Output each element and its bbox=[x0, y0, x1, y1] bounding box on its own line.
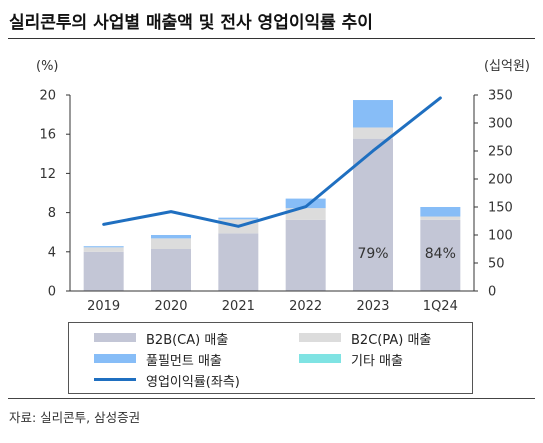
left-tick-label: 16 bbox=[39, 128, 56, 143]
bar-segment bbox=[285, 198, 326, 209]
left-tick-label: 4 bbox=[48, 245, 56, 260]
x-tick-label: 2022 bbox=[289, 299, 322, 314]
left-axis-unit: (%) bbox=[36, 59, 59, 74]
share-annotation: 79% bbox=[357, 246, 388, 262]
right-tick-label: 50 bbox=[488, 257, 505, 272]
right-axis-unit: (십억원) bbox=[484, 59, 530, 74]
bar-segment bbox=[420, 216, 461, 220]
x-tick-label: 2023 bbox=[356, 299, 389, 314]
chart-legend: B2B(CA) 매출 B2C(PA) 매출 풀필먼트 매출 기타 매출 영업이익… bbox=[68, 322, 473, 394]
bar-segment bbox=[83, 247, 124, 252]
legend-label-fulfillment: 풀필먼트 매출 bbox=[146, 354, 222, 369]
x-tick-label: 2019 bbox=[87, 299, 120, 314]
right-tick-label: 100 bbox=[488, 229, 513, 244]
bar-segment bbox=[151, 238, 191, 249]
bar-segment bbox=[420, 219, 461, 291]
x-tick-label: 1Q24 bbox=[423, 299, 458, 314]
source-note: 자료: 실리콘투, 삼성증권 bbox=[9, 410, 141, 425]
bar-segment bbox=[353, 100, 393, 128]
right-tick-label: 200 bbox=[488, 173, 513, 188]
chart-title: 실리콘투의 사업별 매출액 및 전사 영업이익률 추이 bbox=[9, 13, 373, 33]
right-tick-label: 0 bbox=[488, 285, 496, 300]
legend-swatch-b2c bbox=[299, 333, 341, 342]
legend-label-b2c: B2C(PA) 매출 bbox=[351, 333, 432, 348]
left-tick-label: 20 bbox=[39, 89, 56, 104]
bar-segment bbox=[83, 251, 124, 291]
right-tick-label: 150 bbox=[488, 201, 513, 216]
left-tick-label: 12 bbox=[39, 167, 56, 182]
legend-swatch-fulfillment bbox=[94, 354, 136, 363]
legend-label-other: 기타 매출 bbox=[351, 354, 403, 369]
revenue-margin-chart: (%) (십억원)04812162005010015020025030035020… bbox=[36, 59, 530, 314]
right-tick-label: 350 bbox=[488, 89, 513, 104]
legend-swatch-other bbox=[299, 354, 341, 363]
bar-segment bbox=[218, 217, 259, 220]
x-tick-label: 2021 bbox=[222, 299, 255, 314]
bar-segment bbox=[83, 246, 124, 248]
right-tick-label: 300 bbox=[488, 117, 513, 132]
op-margin-line bbox=[102, 96, 442, 228]
title-divider bbox=[8, 38, 535, 39]
bar-segment bbox=[151, 235, 191, 239]
legend-label-b2b: B2B(CA) 매출 bbox=[146, 333, 229, 348]
right-tick-label: 250 bbox=[488, 145, 513, 160]
legend-label-op-margin: 영업이익률(좌측) bbox=[146, 375, 240, 390]
bar-segment bbox=[285, 208, 326, 220]
legend-line-op-margin bbox=[94, 378, 136, 381]
source-divider bbox=[8, 398, 535, 399]
bar-segment bbox=[353, 138, 393, 291]
share-annotation: 84% bbox=[425, 246, 456, 262]
x-tick-label: 2020 bbox=[154, 299, 187, 314]
bar-segment bbox=[218, 233, 259, 291]
bar-segment bbox=[353, 127, 393, 139]
left-tick-label: 8 bbox=[48, 206, 56, 221]
legend-swatch-b2b bbox=[94, 333, 136, 342]
bar-segment bbox=[151, 249, 191, 291]
left-tick-label: 0 bbox=[48, 285, 56, 300]
bar-segment bbox=[285, 219, 326, 291]
bar-segment bbox=[420, 207, 461, 217]
